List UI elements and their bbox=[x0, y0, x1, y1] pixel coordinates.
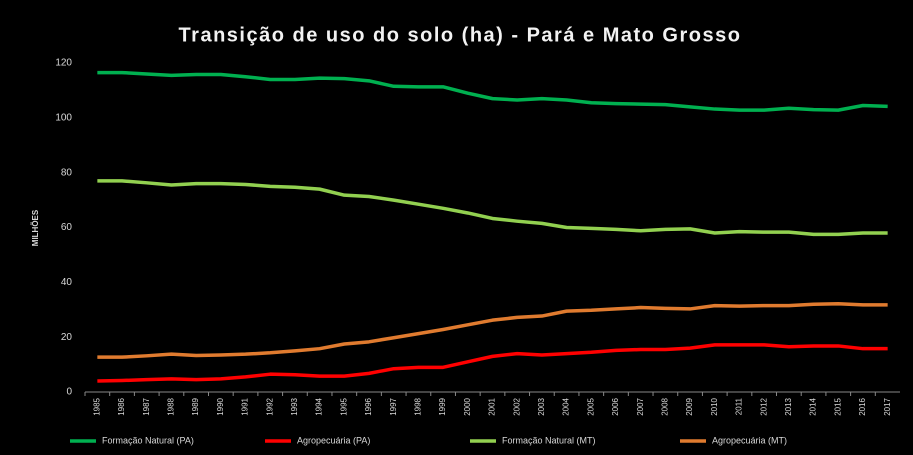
y-tick-label: 60 bbox=[61, 222, 73, 233]
y-tick-label: 20 bbox=[61, 332, 73, 343]
x-tick-label: 1989 bbox=[191, 397, 200, 415]
series-line bbox=[97, 179, 888, 237]
x-tick-label: 1985 bbox=[92, 397, 101, 415]
x-tick-label: 1991 bbox=[241, 397, 250, 415]
x-tick-label: 1996 bbox=[364, 397, 373, 415]
legend-label: Agropecuária (PA) bbox=[297, 435, 370, 445]
x-tick-label: 1992 bbox=[265, 397, 274, 415]
x-tick-label: 1997 bbox=[389, 397, 398, 415]
x-tick-label: 1990 bbox=[216, 397, 225, 415]
legend-label: Formação Natural (PA) bbox=[102, 435, 194, 445]
x-tick-label: 2013 bbox=[784, 397, 793, 415]
x-tick-label: 2014 bbox=[809, 397, 818, 415]
y-tick-label: 100 bbox=[55, 112, 72, 123]
series-line bbox=[97, 301, 888, 359]
series-line bbox=[97, 343, 888, 383]
x-tick-label: 2008 bbox=[660, 397, 669, 415]
x-tick-label: 2012 bbox=[759, 397, 768, 415]
x-tick-label: 2010 bbox=[710, 397, 719, 415]
x-tick-label: 2004 bbox=[562, 397, 571, 415]
x-tick-label: 2011 bbox=[735, 397, 744, 415]
x-tick-label: 1994 bbox=[315, 397, 324, 415]
y-tick-label: 0 bbox=[66, 387, 72, 398]
x-tick-label: 1993 bbox=[290, 397, 299, 415]
y-tick-label: 80 bbox=[61, 167, 73, 178]
x-tick-label: 2006 bbox=[611, 397, 620, 415]
x-tick-label: 2009 bbox=[685, 397, 694, 415]
y-axis-label: MILHÕES bbox=[31, 209, 40, 246]
y-tick-label: 40 bbox=[61, 277, 73, 288]
chart-title: Transição de uso do solo (ha) - Pará e M… bbox=[179, 24, 742, 46]
x-tick-label: 2005 bbox=[586, 397, 595, 415]
y-tick-label: 120 bbox=[55, 58, 72, 69]
x-tick-label: 1987 bbox=[142, 397, 151, 415]
x-tick-label: 1988 bbox=[167, 397, 176, 415]
x-tick-label: 1998 bbox=[414, 397, 423, 415]
x-tick-label: 2007 bbox=[636, 397, 645, 415]
x-tick-label: 2017 bbox=[883, 397, 892, 415]
x-tick-label: 1995 bbox=[339, 397, 348, 415]
x-tick-label: 1986 bbox=[117, 397, 126, 415]
series-line bbox=[97, 70, 888, 112]
x-tick-label: 2016 bbox=[858, 397, 867, 415]
legend-label: Agropecuária (MT) bbox=[712, 435, 787, 445]
x-tick-label: 2001 bbox=[488, 397, 497, 415]
legend-label: Formação Natural (MT) bbox=[502, 435, 596, 445]
x-tick-label: 2000 bbox=[463, 397, 472, 415]
x-tick-label: 1999 bbox=[438, 397, 447, 415]
x-tick-label: 2015 bbox=[833, 397, 842, 415]
x-tick-label: 2003 bbox=[537, 397, 546, 415]
x-tick-label: 2002 bbox=[512, 397, 521, 415]
